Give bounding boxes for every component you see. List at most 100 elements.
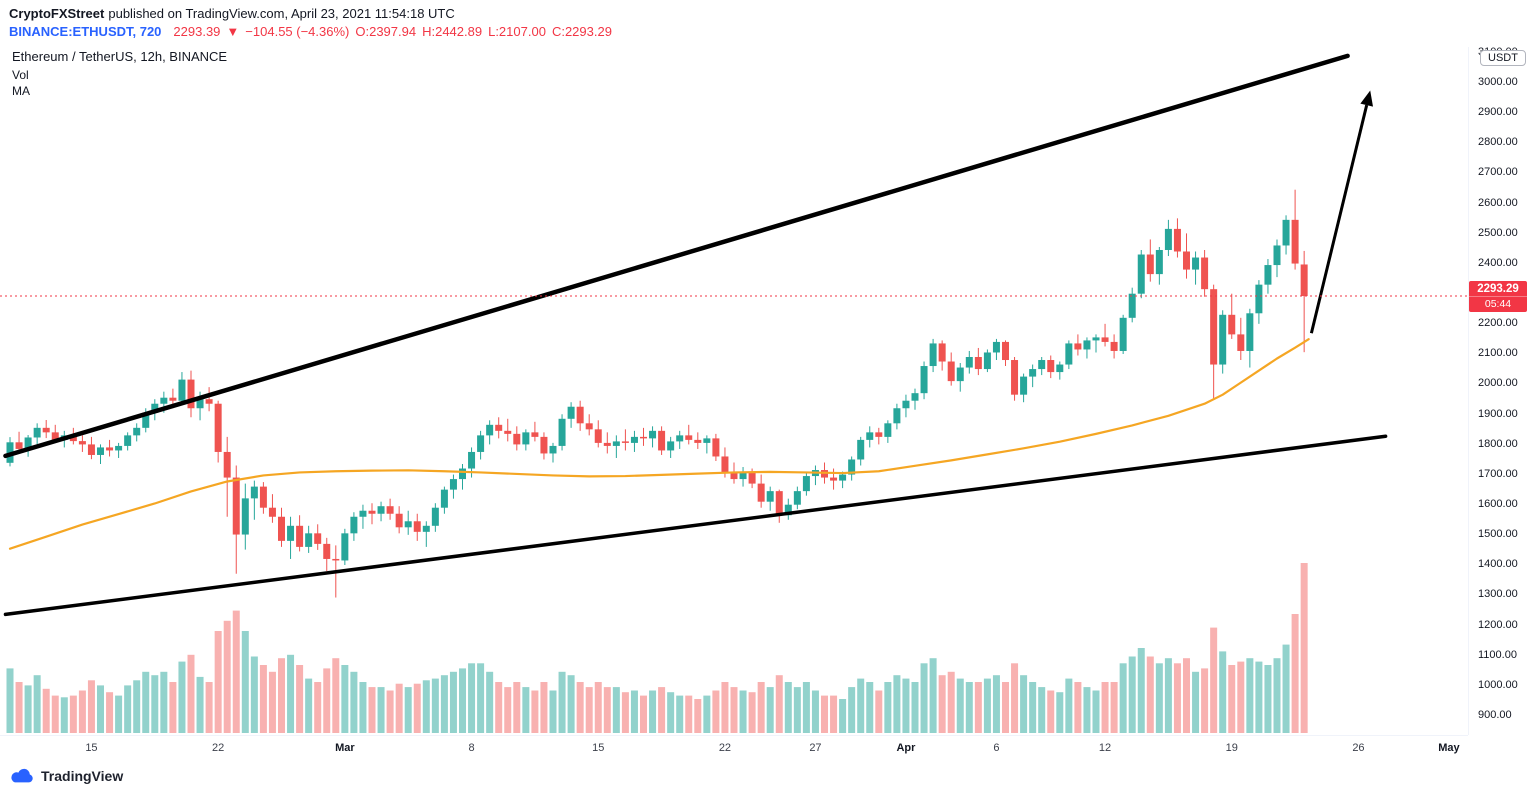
candle-body xyxy=(169,397,177,401)
publisher-name: CryptoFXStreet xyxy=(9,6,105,21)
currency-unit-button[interactable]: USDT xyxy=(1480,50,1526,66)
chart-legend: Ethereum / TetherUS, 12h, BINANCE Vol MA xyxy=(12,49,227,99)
volume-bar xyxy=(97,685,104,733)
candle-body xyxy=(1101,337,1109,342)
candle-body xyxy=(802,476,810,492)
candle-body xyxy=(540,436,548,454)
arrow-head xyxy=(1360,90,1373,107)
volume-bar xyxy=(649,690,657,733)
volume-bar xyxy=(259,665,267,733)
candle-body xyxy=(468,451,476,469)
volume-bar xyxy=(594,682,602,733)
volume-bar xyxy=(1128,656,1136,733)
candle-body xyxy=(757,483,765,502)
candle-body xyxy=(784,504,792,516)
volume-bar xyxy=(386,690,394,733)
price-axis-label: 1900.00 xyxy=(1478,407,1518,420)
ma-line xyxy=(8,338,1310,550)
volume-bar xyxy=(486,671,494,733)
time-axis-label: 15 xyxy=(592,742,605,754)
volume-bar xyxy=(477,663,485,733)
price-axis-label: 1800.00 xyxy=(1478,437,1518,450)
volume-bar xyxy=(1173,663,1181,733)
volume-bar xyxy=(513,682,521,733)
legend-volume-indicator: Vol xyxy=(12,68,29,82)
volume-bar xyxy=(640,695,647,733)
candle-body xyxy=(947,361,955,382)
candle-body xyxy=(1246,313,1254,351)
candle-body xyxy=(1029,369,1037,377)
tradingview-brand[interactable]: TradingView xyxy=(41,768,124,784)
volume-bar xyxy=(1083,687,1091,733)
volume-bar xyxy=(1047,690,1055,733)
candle-body xyxy=(558,418,566,446)
volume-bar xyxy=(60,697,68,733)
candle-body xyxy=(187,379,195,409)
candle-body xyxy=(440,489,448,508)
candle-body xyxy=(1038,360,1046,370)
candle-body xyxy=(124,435,132,446)
volume-bar xyxy=(250,656,258,733)
volume-bar xyxy=(522,687,530,733)
price-chart-canvas[interactable] xyxy=(0,47,1468,735)
volume-bar xyxy=(830,695,838,733)
volume-bar xyxy=(1291,614,1299,733)
volume-bar xyxy=(1255,661,1263,733)
publish-text: published on TradingView.com, April 23, … xyxy=(108,6,455,21)
volume-bar xyxy=(821,695,828,733)
candle-body xyxy=(250,486,258,499)
last-price: 2293.39 xyxy=(173,24,221,39)
volume-bar xyxy=(730,687,738,733)
arrow-shaft xyxy=(1309,104,1369,334)
candle-body xyxy=(314,533,322,544)
candle-body xyxy=(748,471,756,484)
volume-bar xyxy=(404,687,412,733)
volume-bar xyxy=(621,692,629,733)
candle-body xyxy=(1183,251,1190,270)
candle-body xyxy=(1065,343,1073,365)
candle-body xyxy=(413,521,421,532)
candle-body xyxy=(214,403,222,452)
price-axis-label: 2800.00 xyxy=(1478,136,1518,149)
volume-bar xyxy=(612,687,620,733)
volume-bar xyxy=(811,690,819,733)
candle-body xyxy=(449,479,457,490)
publish-info-line: CryptoFXStreet published on TradingView.c… xyxy=(9,6,612,21)
volume-bar xyxy=(368,687,376,733)
price-axis-label: 2400.00 xyxy=(1478,256,1518,269)
volume-bar xyxy=(1155,663,1163,733)
volume-bar xyxy=(296,665,304,733)
volume-bar xyxy=(721,682,729,733)
volume-bar xyxy=(305,678,313,733)
candle-body xyxy=(1119,317,1127,351)
candle-body xyxy=(839,474,847,481)
volume-bar xyxy=(1237,661,1245,733)
candle-body xyxy=(422,525,430,532)
candle-body xyxy=(259,486,267,508)
time-axis-label: 19 xyxy=(1225,742,1238,754)
price-axis-label: 3000.00 xyxy=(1478,76,1518,88)
volume-bar xyxy=(1137,648,1145,733)
volume-bar xyxy=(42,688,50,733)
volume-bar xyxy=(287,654,295,733)
candle-body xyxy=(115,445,123,451)
price-axis-label: 1100.00 xyxy=(1478,648,1517,661)
volume-bar xyxy=(69,695,77,733)
volume-bar xyxy=(1065,678,1073,733)
candle-body xyxy=(1020,376,1028,395)
time-axis-label: 12 xyxy=(1098,742,1112,754)
volume-bar xyxy=(1300,563,1308,733)
tradingview-logo-icon[interactable] xyxy=(9,768,35,784)
candle-body xyxy=(956,367,964,382)
candle-body xyxy=(721,456,729,474)
candle-body xyxy=(1192,257,1200,270)
candle-body xyxy=(1155,249,1163,275)
candle-body xyxy=(1255,284,1263,314)
volume-bar xyxy=(241,631,249,733)
candle-body xyxy=(1300,264,1308,297)
candle-body xyxy=(1201,257,1209,290)
ohlc-close: C:2293.29 xyxy=(551,24,612,39)
volume-bar xyxy=(540,682,548,733)
volume-bar xyxy=(106,692,114,733)
candle-body xyxy=(830,477,838,481)
